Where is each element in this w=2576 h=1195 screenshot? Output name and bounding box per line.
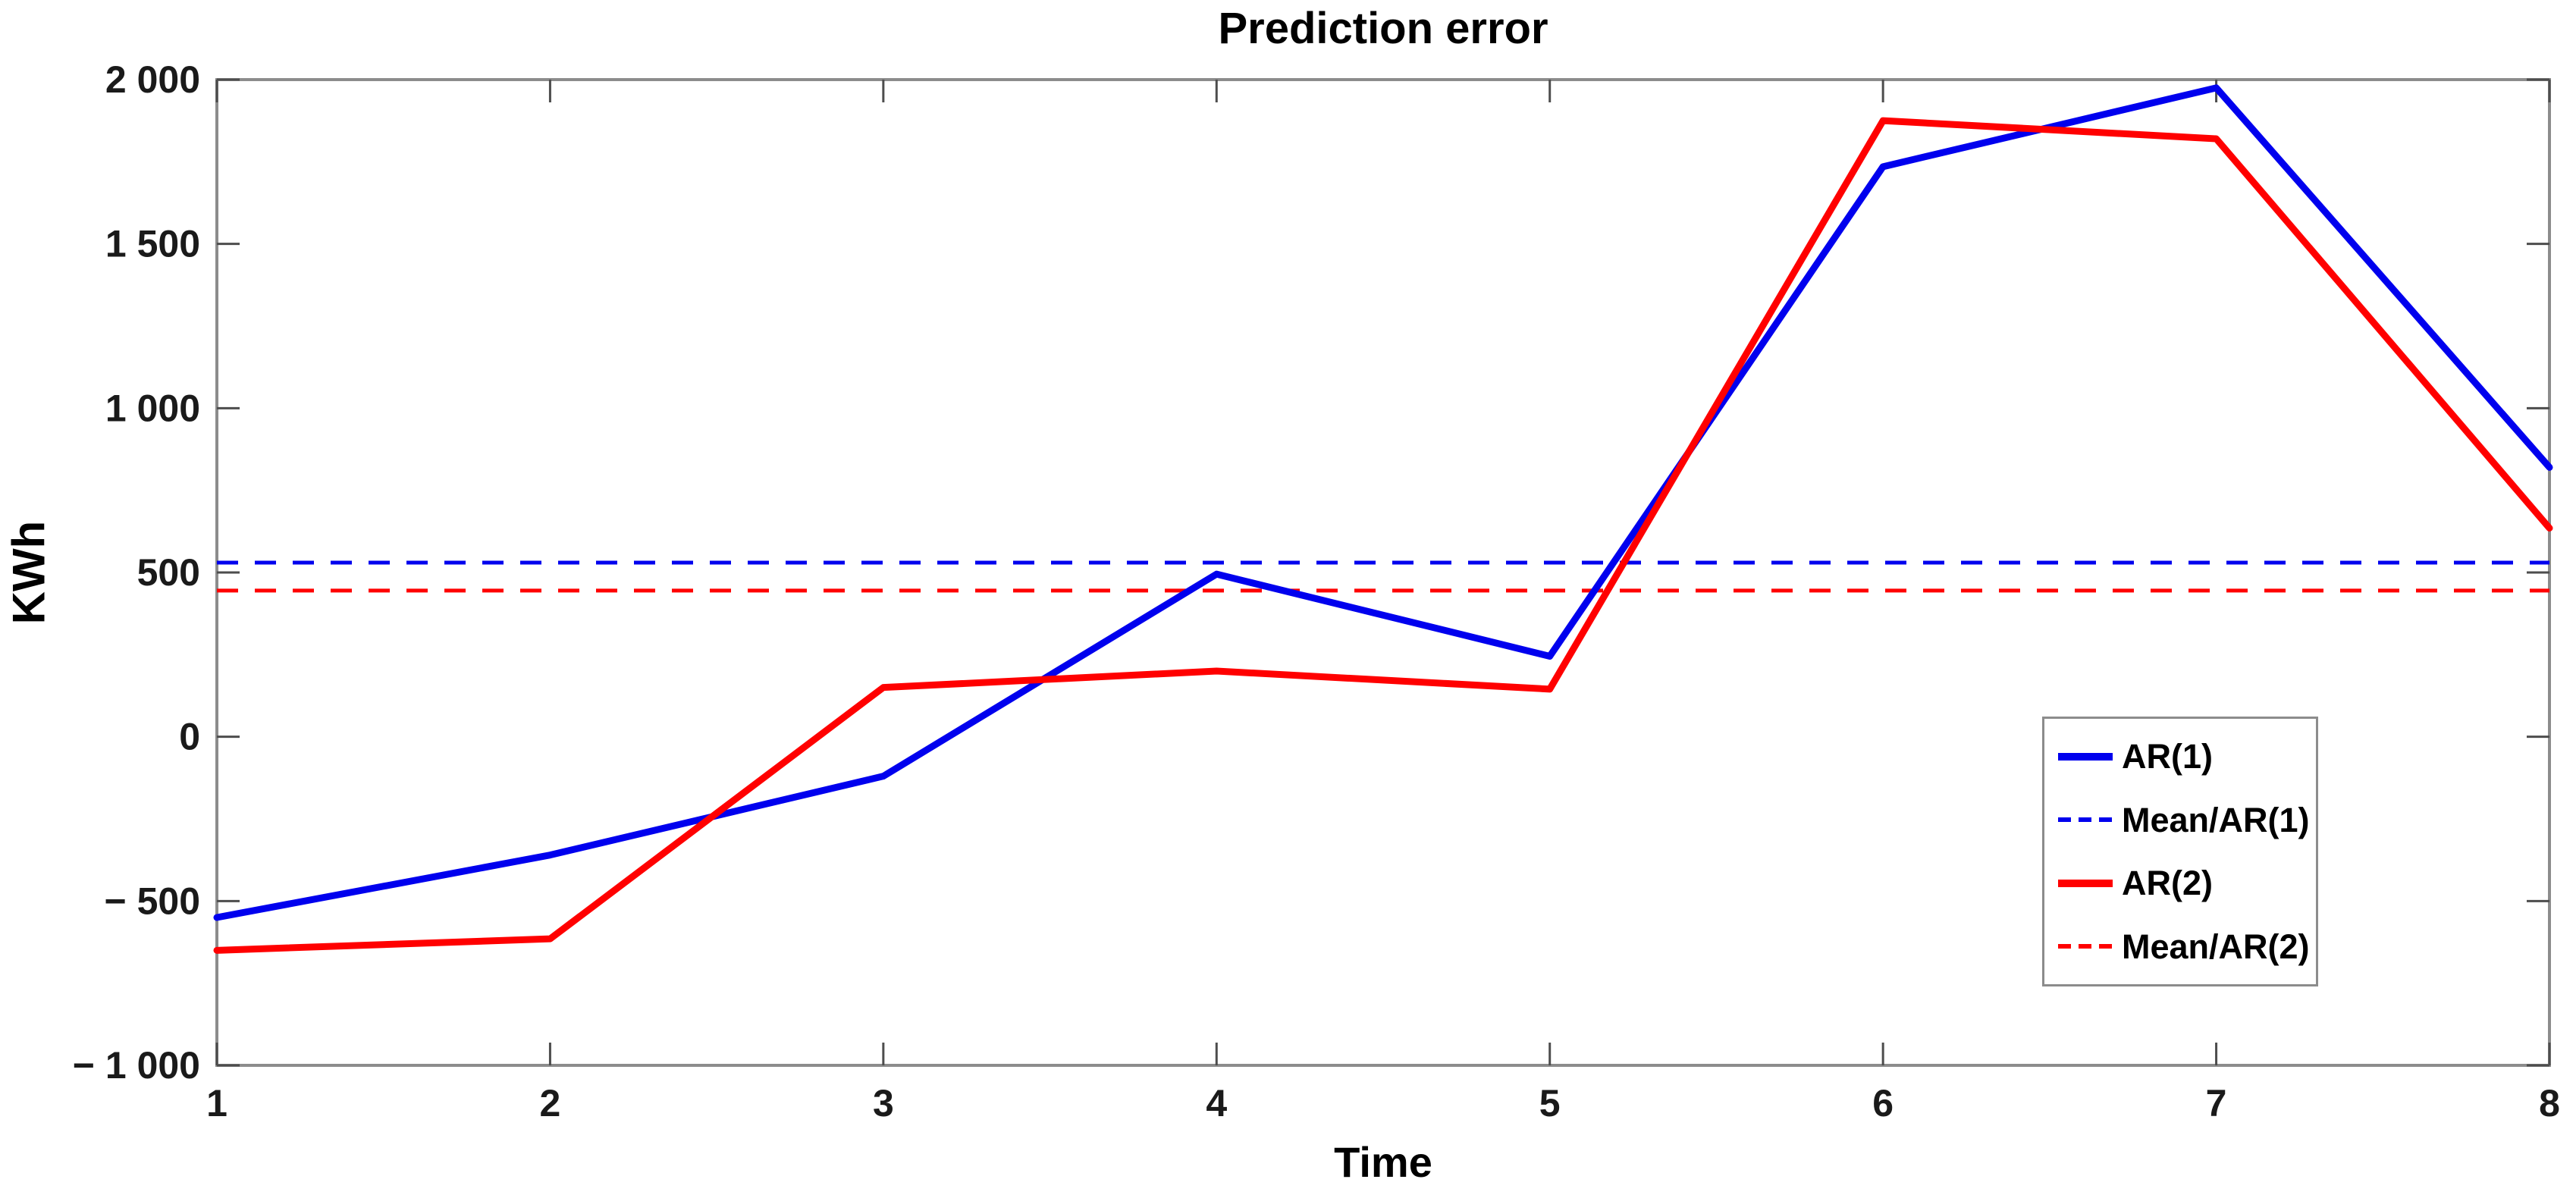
legend-label: Mean/AR(1) — [2122, 800, 2310, 839]
x-tick-label: 6 — [1872, 1082, 1894, 1124]
legend-item-mean-ar1: Mean/AR(1) — [2057, 803, 2313, 837]
legend-label: AR(2) — [2122, 864, 2213, 903]
legend-item-mean-ar2: Mean/AR(2) — [2057, 930, 2313, 964]
ar2-dashed-line-sample — [2058, 944, 2113, 949]
y-tick-label: − 1 000 — [73, 1044, 200, 1087]
legend-item-ar2: AR(2) — [2057, 866, 2313, 900]
x-tick-label: 2 — [540, 1082, 561, 1124]
legend: AR(1) Mean/AR(1) AR(2) Mean/AR(2) — [2042, 717, 2318, 986]
x-tick-label: 1 — [206, 1082, 227, 1124]
x-tick-label: 4 — [1206, 1082, 1227, 1124]
ar2-solid-line-sample — [2058, 879, 2113, 887]
x-tick-label: 3 — [873, 1082, 894, 1124]
legend-item-ar1: AR(1) — [2057, 739, 2313, 773]
y-tick-label: 1 500 — [105, 223, 200, 265]
chart-title: Prediction error — [1218, 4, 1548, 53]
legend-label: Mean/AR(2) — [2122, 927, 2310, 966]
x-axis-label: Time — [1334, 1138, 1432, 1186]
y-tick-label: 1 000 — [105, 387, 200, 429]
y-tick-label: 0 — [179, 716, 200, 758]
y-tick-label: 2 000 — [105, 58, 200, 101]
y-tick-label: 500 — [137, 551, 200, 594]
x-tick-label: 7 — [2206, 1082, 2227, 1124]
ar1-solid-line-sample — [2058, 752, 2113, 761]
y-tick-label: − 500 — [104, 880, 200, 922]
x-tick-label: 5 — [1539, 1082, 1561, 1124]
series-line-ar-2- — [213, 117, 2553, 954]
x-tick-label: 8 — [2539, 1082, 2560, 1124]
legend-label: AR(1) — [2122, 737, 2213, 776]
series-line-ar-1- — [213, 84, 2553, 921]
ar1-dashed-line-sample — [2058, 817, 2113, 823]
